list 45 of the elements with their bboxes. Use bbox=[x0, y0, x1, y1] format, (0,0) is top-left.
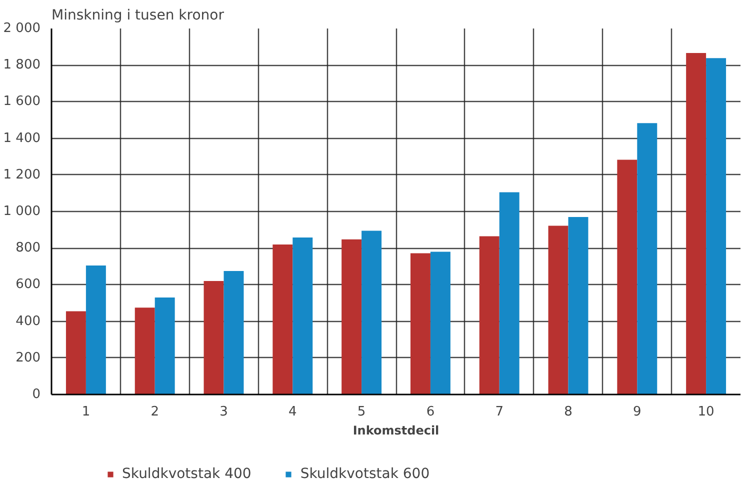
bar bbox=[410, 253, 430, 394]
bar bbox=[86, 265, 106, 394]
bar bbox=[548, 226, 568, 394]
x-tick-label: 3 bbox=[220, 404, 228, 420]
bar bbox=[637, 123, 658, 394]
x-tick-label: 7 bbox=[495, 404, 504, 420]
bar bbox=[499, 192, 520, 394]
y-tick-label: 800 bbox=[16, 240, 41, 256]
y-tick-label: 0 bbox=[32, 387, 41, 402]
bar bbox=[479, 236, 500, 394]
bar bbox=[66, 311, 86, 394]
bar bbox=[362, 230, 382, 394]
bar bbox=[224, 270, 244, 394]
bar bbox=[686, 53, 706, 394]
bar bbox=[154, 298, 175, 394]
x-tick-label: 2 bbox=[150, 404, 159, 420]
y-tick-label: 1 000 bbox=[3, 204, 40, 219]
legend-label: Skuldkvotstak 400 bbox=[122, 466, 252, 482]
y-tick-label: 1 800 bbox=[3, 58, 40, 73]
bar bbox=[272, 244, 293, 394]
x-tick-label: 4 bbox=[288, 404, 297, 420]
bar bbox=[134, 308, 155, 394]
legend-label: Skuldkvotstak 600 bbox=[300, 466, 430, 482]
x-tick-label: 9 bbox=[633, 404, 642, 420]
y-tick-label: 400 bbox=[16, 314, 41, 329]
bar bbox=[617, 160, 638, 394]
y-tick-label: 1 200 bbox=[3, 167, 40, 182]
x-tick-label: 5 bbox=[357, 404, 366, 420]
bar bbox=[568, 216, 588, 394]
bar bbox=[292, 237, 313, 394]
x-axis-title: Inkomstdecil bbox=[352, 424, 440, 438]
y-tick-label: 2 000 bbox=[3, 21, 40, 36]
chart-title: Minskning i tusen kronor bbox=[52, 8, 224, 24]
bar bbox=[342, 239, 362, 394]
x-tick-label: 6 bbox=[426, 404, 435, 420]
y-tick-label: 600 bbox=[16, 277, 41, 292]
bar bbox=[706, 58, 726, 394]
bar bbox=[204, 281, 224, 394]
y-tick-label: 200 bbox=[16, 350, 41, 366]
x-tick-label: 10 bbox=[698, 404, 714, 420]
y-tick-label: 1 600 bbox=[3, 94, 40, 110]
bar bbox=[430, 252, 450, 394]
x-tick-label: 1 bbox=[82, 404, 90, 420]
x-tick-label: 8 bbox=[564, 404, 572, 420]
y-tick-label: 1 400 bbox=[3, 130, 40, 146]
